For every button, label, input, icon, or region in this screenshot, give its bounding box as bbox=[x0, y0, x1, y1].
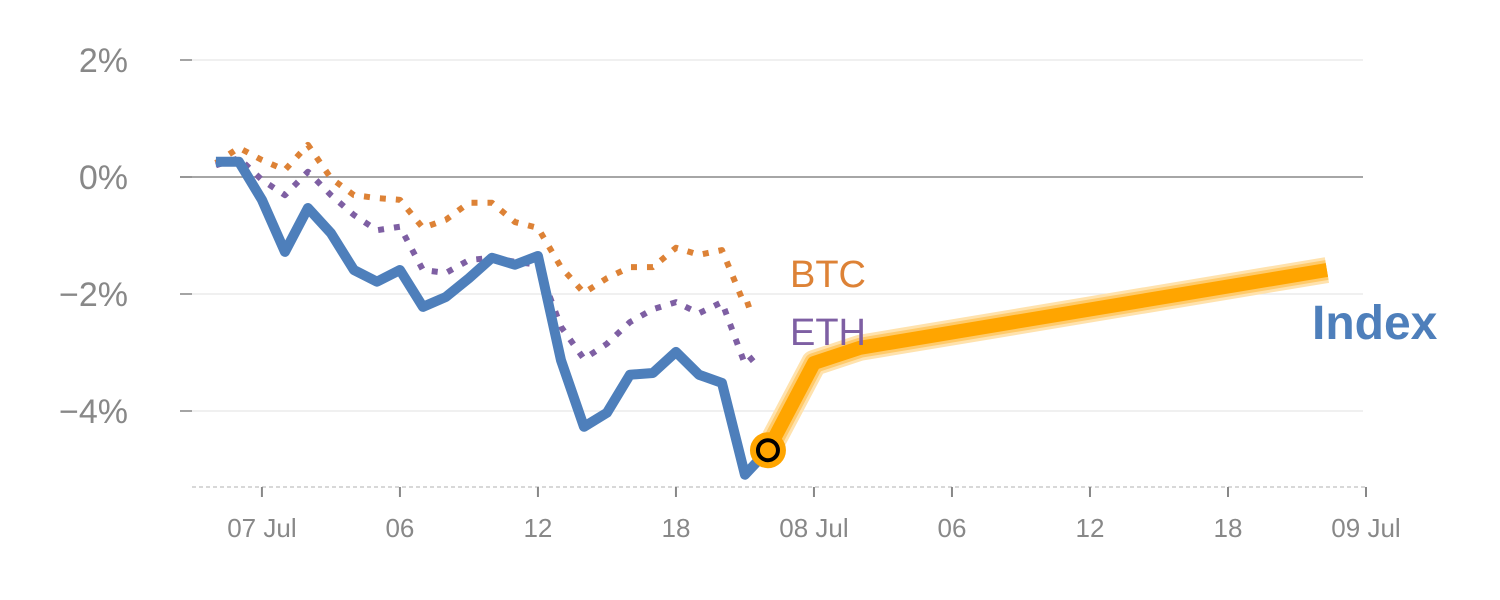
current-point-ring bbox=[755, 438, 780, 463]
index-line bbox=[215, 156, 772, 480]
x-tick-label: 07 Jul bbox=[227, 513, 296, 543]
btc-line bbox=[214, 141, 760, 309]
eth-line bbox=[215, 155, 761, 368]
y-axis: 2% 0% −2% −4% bbox=[59, 42, 192, 431]
x-tick-label: 06 bbox=[385, 513, 414, 543]
x-tick-label: 12 bbox=[1076, 513, 1105, 543]
index-label: Index bbox=[1312, 297, 1438, 350]
x-tick-label: 18 bbox=[1214, 513, 1243, 543]
y-tick-label: −2% bbox=[59, 276, 128, 314]
gridlines bbox=[180, 59, 1363, 412]
y-tick-label: 0% bbox=[79, 159, 128, 197]
x-tick-label: 18 bbox=[661, 513, 690, 543]
x-tick-label: 12 bbox=[523, 513, 552, 543]
current-point-marker bbox=[749, 432, 786, 469]
series-lines bbox=[214, 141, 1330, 480]
eth-label: ETH bbox=[790, 312, 866, 354]
forecast-line bbox=[761, 263, 1329, 454]
x-axis: 07 Jul 06 12 18 08 Jul 06 12 18 09 Jul bbox=[192, 486, 1401, 543]
y-tick-label: −4% bbox=[59, 393, 128, 431]
x-tick-label: 08 Jul bbox=[779, 513, 848, 543]
y-tick-label: 2% bbox=[79, 42, 128, 80]
x-tick-label: 09 Jul bbox=[1331, 513, 1400, 543]
x-tick-label: 06 bbox=[938, 513, 967, 543]
btc-label: BTC bbox=[790, 254, 866, 296]
